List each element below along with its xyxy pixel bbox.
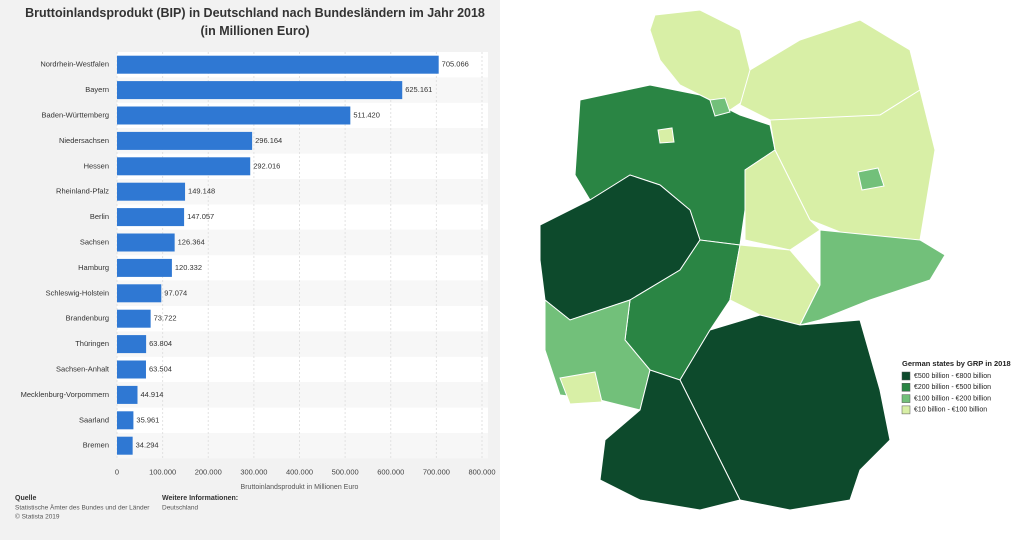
state-region: [799, 229, 946, 326]
bar: [117, 360, 146, 379]
bar: [117, 131, 253, 150]
value-label: 73.722: [154, 314, 177, 323]
source: Statistische Ämter des Bundes und der Lä…: [15, 504, 150, 512]
x-tick-label: 500.000: [332, 467, 359, 476]
bar: [117, 258, 172, 277]
value-label: 63.804: [149, 339, 172, 348]
y-tick-label: Nordrhein-Westfalen: [40, 60, 109, 69]
y-tick-label: Bremen: [83, 441, 109, 450]
y-tick-label: Mecklenburg-Vorpommern: [21, 390, 109, 399]
y-tick-label: Brandenburg: [66, 314, 109, 323]
row-stripe: [117, 280, 488, 306]
row-stripe: [117, 255, 488, 281]
y-tick-label: Saarland: [79, 415, 109, 424]
row-stripe: [117, 331, 488, 357]
bar: [117, 182, 186, 201]
bar: [117, 309, 151, 328]
x-axis-label: Bruttoinlandsprodukt in Millionen Euro: [241, 484, 359, 491]
value-label: 34.294: [136, 441, 159, 450]
legend-label: €10 billion - €100 billion: [914, 407, 987, 414]
value-label: 149.148: [188, 187, 215, 196]
bar: [117, 284, 162, 303]
map-legend-title: German states by GRP in 2018: [902, 359, 1011, 368]
y-tick-label: Schleswig-Holstein: [46, 288, 109, 297]
legend-swatch: [901, 405, 911, 415]
row-stripe: [117, 407, 488, 433]
info: Deutschland: [162, 505, 199, 512]
map: [539, 9, 946, 511]
legend-label: €500 billion - €800 billion: [914, 373, 991, 380]
row-stripe: [117, 382, 488, 408]
x-tick-label: 300.000: [240, 467, 267, 476]
y-tick-label: Niedersachsen: [59, 136, 109, 145]
chart-title: Bruttoinlandsprodukt (BIP) in Deutschlan…: [25, 6, 485, 38]
value-label: 120.332: [175, 263, 202, 272]
row-stripe: [117, 356, 488, 383]
info-label: Weitere Informationen:: [162, 495, 238, 502]
value-label: 147.057: [187, 212, 214, 221]
copyright: © Statista 2019: [15, 513, 60, 521]
state-region: [857, 167, 885, 191]
value-label: 126.364: [178, 237, 205, 246]
y-tick-label: Sachsen-Anhalt: [56, 364, 110, 373]
state-region: [559, 371, 603, 405]
bar: [117, 385, 138, 404]
bar: [117, 81, 403, 100]
x-tick-label: 400.000: [286, 467, 313, 476]
value-label: 625.161: [405, 85, 432, 94]
y-tick-label: Rheinland-Pfalz: [56, 187, 109, 196]
row-stripe: [117, 229, 488, 256]
bar: [117, 157, 251, 176]
value-label: 296.164: [255, 136, 282, 145]
y-tick-label: Thüringen: [75, 339, 109, 348]
legend-swatch: [901, 394, 911, 403]
source-label: Quelle: [15, 495, 37, 502]
value-label: 97.074: [164, 288, 187, 297]
x-tick-label: 800.000: [468, 467, 495, 476]
y-tick-label: Hessen: [84, 161, 109, 170]
x-tick-label: 600.000: [377, 467, 404, 476]
legend-label: €100 billion - €200 billion: [914, 395, 991, 402]
y-tick-label: Bayern: [85, 85, 109, 94]
x-tick-label: 100.000: [149, 467, 176, 476]
y-tick-label: Hamburg: [78, 263, 109, 272]
state-region: [744, 149, 821, 251]
value-label: 705.066: [442, 60, 469, 69]
bar: [117, 436, 133, 455]
row-stripe: [117, 306, 488, 332]
bar: [117, 411, 134, 430]
y-tick-label: Baden-Württemberg: [41, 110, 109, 119]
value-label: 511.420: [353, 110, 380, 119]
bar: [117, 55, 439, 74]
bar: [117, 208, 185, 227]
x-tick-label: 0: [115, 467, 119, 476]
bar: [117, 106, 351, 125]
state-region: [657, 127, 675, 144]
row-stripe: [117, 433, 488, 459]
x-tick-label: 200.000: [195, 467, 222, 476]
value-label: 292.016: [253, 161, 280, 170]
legend-label: €200 billion - €500 billion: [914, 384, 991, 391]
legend-swatch: [901, 371, 911, 381]
x-tick-label: 700.000: [423, 467, 450, 476]
y-tick-label: Berlin: [90, 212, 109, 221]
value-label: 35.961: [136, 415, 159, 424]
value-label: 63.504: [149, 364, 172, 373]
legend-swatch: [901, 383, 911, 392]
value-label: 44.914: [140, 390, 163, 399]
y-tick-label: Sachsen: [80, 237, 109, 246]
state-region: [599, 369, 741, 511]
bar: [117, 233, 175, 252]
bar: [117, 335, 147, 354]
state-region: [709, 97, 731, 117]
